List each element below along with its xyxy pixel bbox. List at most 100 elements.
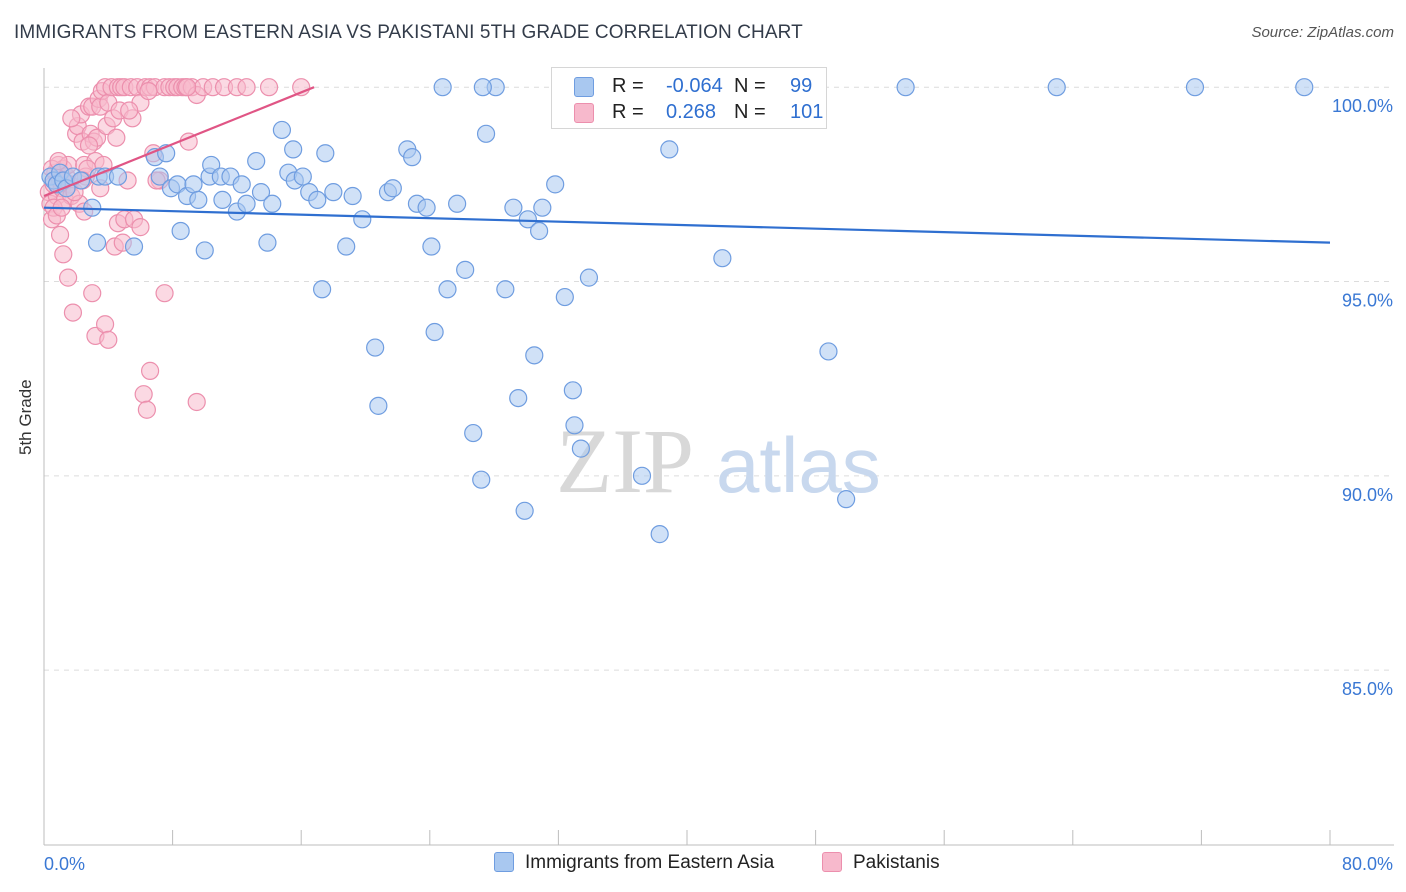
x-tick-label: 0.0% <box>44 854 85 874</box>
bottom-legend-label: Immigrants from Eastern Asia <box>525 852 775 873</box>
legend-r-value: -0.064 <box>666 75 723 97</box>
point-eastern-asia <box>366 338 385 357</box>
legend-r-label: R = <box>612 75 644 97</box>
point-eastern-asia <box>1047 78 1066 97</box>
point-eastern-asia <box>530 221 549 241</box>
bottom-legend-label: Pakistanis <box>853 852 940 873</box>
point-eastern-asia <box>202 155 221 175</box>
legend-r-value: 0.268 <box>666 101 717 123</box>
point-eastern-asia <box>316 144 335 163</box>
point-eastern-asia <box>324 183 343 202</box>
series-eastern-asia <box>41 78 1314 544</box>
point-eastern-asia <box>650 525 669 544</box>
point-eastern-asia <box>1295 78 1314 97</box>
point-pakistani <box>259 78 279 97</box>
point-eastern-asia <box>448 194 467 213</box>
point-pakistani <box>139 81 158 101</box>
point-eastern-asia <box>525 346 544 365</box>
point-eastern-asia <box>1185 78 1205 97</box>
chart-title: IMMIGRANTS FROM EASTERN ASIA VS PAKISTAN… <box>14 22 803 43</box>
point-eastern-asia <box>425 322 444 342</box>
point-eastern-asia <box>546 175 565 194</box>
legend-swatch-pink <box>574 103 594 123</box>
point-eastern-asia <box>496 280 515 299</box>
point-pakistani <box>95 315 115 334</box>
point-pakistani <box>107 128 126 147</box>
point-eastern-asia <box>189 190 208 210</box>
y-tick-label: 100.0% <box>1332 96 1393 116</box>
legend-n-value: 101 <box>790 101 824 123</box>
point-eastern-asia <box>896 78 915 97</box>
point-eastern-asia <box>247 151 266 171</box>
point-pakistani <box>134 385 153 404</box>
y-tick-label: 90.0% <box>1342 485 1393 505</box>
point-eastern-asia <box>108 167 128 186</box>
point-eastern-asia <box>343 186 362 206</box>
legend-n-label: N = <box>734 101 766 123</box>
point-eastern-asia <box>124 237 144 256</box>
point-eastern-asia <box>83 198 102 217</box>
point-pakistani <box>137 400 156 419</box>
point-pakistani <box>62 109 81 128</box>
correlation-legend: R = -0.064 N = 99 R = 0.268 N = 101 <box>551 67 827 129</box>
point-eastern-asia <box>232 175 251 194</box>
x-tick-label: 80.0% <box>1342 854 1393 874</box>
point-eastern-asia <box>150 167 169 186</box>
series-pakistanis <box>39 78 311 419</box>
source-label: Source: ZipAtlas.com <box>1251 24 1394 41</box>
point-pakistani <box>131 218 150 237</box>
point-eastern-asia <box>184 175 203 194</box>
point-eastern-asia <box>403 148 422 167</box>
point-pakistani <box>63 303 83 322</box>
point-eastern-asia <box>476 124 496 143</box>
legend-n-label: N = <box>734 75 766 97</box>
point-eastern-asia <box>251 183 271 202</box>
point-eastern-asia <box>293 167 312 186</box>
point-eastern-asia <box>456 260 475 279</box>
point-eastern-asia <box>337 237 356 256</box>
point-eastern-asia <box>272 120 292 140</box>
point-pakistani <box>237 78 256 97</box>
point-eastern-asia <box>258 233 277 252</box>
point-eastern-asia <box>171 221 190 241</box>
point-eastern-asia <box>571 439 591 458</box>
point-pakistani <box>59 268 78 287</box>
y-tick-label: 95.0% <box>1342 291 1393 311</box>
tick-labels: 100.0% 95.0% 90.0% 85.0% 0.0% 80.0% <box>44 96 1393 874</box>
point-pakistani <box>79 136 99 155</box>
legend-swatch-blue <box>574 77 594 97</box>
bottom-legend-swatch-pink <box>822 852 842 872</box>
trend-line-pakistanis <box>43 86 315 198</box>
point-eastern-asia <box>632 466 652 485</box>
point-eastern-asia <box>509 388 528 408</box>
point-eastern-asia <box>308 190 327 210</box>
point-eastern-asia <box>518 210 537 229</box>
trend-line-eastern-asia <box>43 206 1331 244</box>
watermark-atlas: atlas <box>716 421 881 509</box>
point-eastern-asia <box>263 194 282 213</box>
point-eastern-asia <box>533 198 552 217</box>
point-pakistani <box>140 361 160 380</box>
legend-r-label: R = <box>612 101 644 123</box>
point-pakistani <box>120 101 139 120</box>
point-eastern-asia <box>213 190 232 210</box>
point-eastern-asia <box>237 194 256 213</box>
point-eastern-asia <box>422 237 441 256</box>
point-eastern-asia <box>579 268 599 287</box>
point-eastern-asia <box>284 140 303 159</box>
watermark: ZIP atlas <box>556 410 881 512</box>
point-eastern-asia <box>195 241 214 260</box>
trend-lines <box>43 86 1331 244</box>
legend-n-value: 99 <box>790 75 813 97</box>
point-eastern-asia <box>473 78 492 97</box>
point-eastern-asia <box>312 280 332 299</box>
point-eastern-asia <box>369 396 388 415</box>
point-eastern-asia <box>563 381 582 400</box>
point-eastern-asia <box>819 342 838 361</box>
grid-lines <box>44 86 1394 671</box>
point-pakistani <box>187 392 206 412</box>
point-eastern-asia <box>515 501 534 520</box>
point-eastern-asia <box>565 416 584 435</box>
axes <box>43 68 1394 846</box>
